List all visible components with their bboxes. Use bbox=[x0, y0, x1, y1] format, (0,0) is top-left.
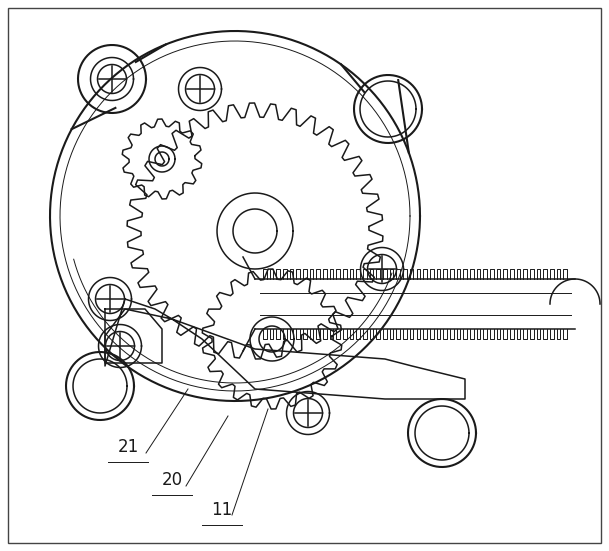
Text: 11: 11 bbox=[211, 501, 233, 519]
Text: 20: 20 bbox=[161, 471, 183, 489]
Text: 21: 21 bbox=[118, 438, 139, 456]
